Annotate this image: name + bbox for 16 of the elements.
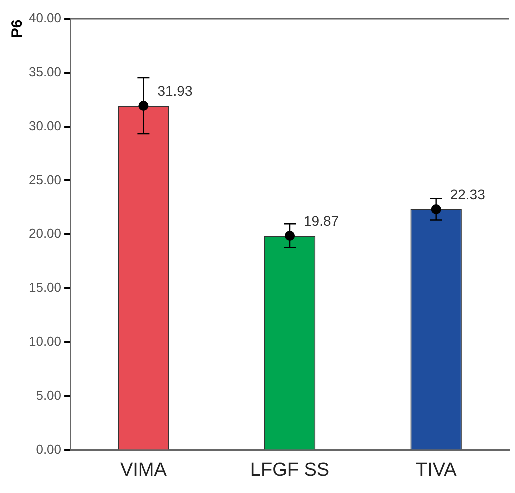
- data-label: 22.33: [450, 186, 486, 202]
- y-tick-label: 20.00: [28, 226, 62, 242]
- data-label: 31.93: [158, 82, 193, 99]
- x-tick-label: LFGF SS: [250, 460, 330, 481]
- y-tick-label: 0.00: [36, 442, 62, 457]
- y-tick-label: 10.00: [28, 334, 62, 349]
- data-label: 19.87: [304, 212, 340, 229]
- x-tick-label: VIMA: [120, 460, 168, 481]
- y-axis-title: P6: [9, 20, 26, 38]
- y-tick-label: 25.00: [28, 172, 62, 188]
- x-tick-label: TIVA: [416, 460, 458, 481]
- y-tick-label: 35.00: [28, 64, 62, 80]
- y-tick-label: 40.00: [28, 10, 62, 26]
- y-tick-label: 5.00: [36, 388, 62, 403]
- y-tick-label: 15.00: [28, 280, 62, 296]
- y-tick-label: 30.00: [28, 118, 62, 134]
